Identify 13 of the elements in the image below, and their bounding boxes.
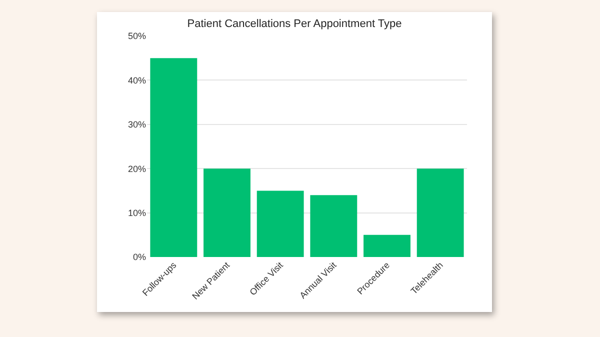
y-tick-label: 0% — [132, 252, 146, 262]
y-tick-label: 10% — [128, 208, 146, 218]
y-tick-label: 30% — [128, 120, 146, 130]
bar — [256, 190, 304, 257]
y-tick-label: 20% — [128, 164, 146, 174]
y-tick-label: 40% — [128, 75, 146, 86]
chart-title: Patient Cancellations Per Appointment Type — [187, 18, 402, 30]
y-tick-label: 50% — [128, 31, 146, 42]
bar — [310, 195, 358, 257]
bar — [416, 168, 464, 257]
bar — [204, 168, 250, 257]
bar — [364, 234, 410, 257]
bar — [150, 58, 198, 257]
